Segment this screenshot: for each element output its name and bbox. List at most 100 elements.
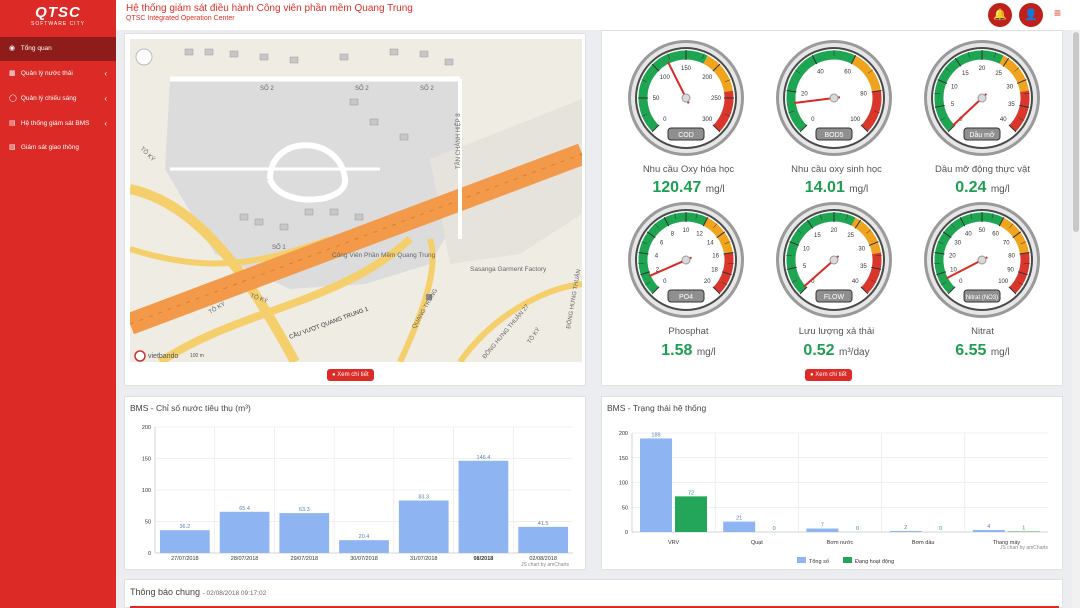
gauge-tick-label: 40 xyxy=(1000,117,1007,123)
map-detail-button[interactable]: ● Xem chi tiết xyxy=(327,369,374,381)
y-tick-label: 0 xyxy=(625,530,628,536)
gauge-number: 0.52 xyxy=(803,342,835,359)
gauge-code-label: Nitrat (NO3) xyxy=(966,295,998,301)
scrollbar-thumb[interactable] xyxy=(1073,32,1079,232)
gauge-tick xyxy=(1008,286,1017,295)
gauge-code-label: BOD5 xyxy=(824,132,843,139)
gauge-tick xyxy=(1017,281,1024,286)
x-tick-label: 31/07/2018 xyxy=(410,556,438,562)
gauge-code-plate xyxy=(815,289,853,303)
gauge-code-plate xyxy=(667,289,705,303)
gauge-label: Phosphat xyxy=(668,326,709,337)
gauge-tick-label: 60 xyxy=(844,69,851,75)
gauge-tick-label: 25 xyxy=(847,233,854,239)
sidebar-item-bms[interactable]: ▤ Hệ thống giám sát BMS ‹ xyxy=(0,112,116,136)
gauge-tick-label: 80 xyxy=(1008,253,1015,259)
map-label: Công Viên Phần Mềm Quang Trung xyxy=(332,250,436,259)
gauge-tick-label: 12 xyxy=(696,231,703,237)
gauge-hub xyxy=(829,255,839,265)
gauge-value: 120.47 mg/l xyxy=(626,179,751,197)
gauge-unit: mg/l xyxy=(990,184,1010,195)
bar-value-label: 36.2 xyxy=(179,524,190,530)
gauge-value: 0.24 mg/l xyxy=(920,179,1045,197)
gauge-tick xyxy=(1014,67,1020,72)
gauge-tick-label: 0 xyxy=(663,279,667,285)
park-map[interactable]: SỐ 2 SỐ 2 SỐ 2 SỐ 1 Công Viên Phần Mềm Q… xyxy=(130,39,582,362)
gauge-number: 14.01 xyxy=(804,179,845,196)
bar xyxy=(339,540,389,553)
menu-button[interactable]: ≡ xyxy=(1054,6,1061,20)
gauge-tick xyxy=(1018,117,1025,121)
x-tick-label: VRV xyxy=(668,540,680,546)
chevron-left-icon: ‹ xyxy=(104,69,107,78)
chevron-left-icon: ‹ xyxy=(104,119,107,128)
y-tick-label: 0 xyxy=(148,551,151,557)
notice-bar xyxy=(130,606,1059,608)
gauge-detail-button[interactable]: ● Xem chi tiết xyxy=(805,369,852,381)
notification-button[interactable]: 🔔 xyxy=(988,3,1012,27)
gauge-code-label: PO4 xyxy=(679,294,693,301)
sidebar-item-label: Quản lý nước thải xyxy=(20,70,73,77)
gauge-tick xyxy=(811,55,818,65)
bar-value-label: 65.4 xyxy=(239,506,250,512)
bar-value-label: 0 xyxy=(939,526,942,532)
chart-credit: JS chart by amCharts xyxy=(521,562,570,568)
gauge-tick xyxy=(940,281,947,286)
gauge-code-plate xyxy=(815,127,853,141)
sidebar: ◉ Tổng quan ▦ Quản lý nước thải ‹ ◯ Quản… xyxy=(0,30,116,608)
y-tick-label: 50 xyxy=(622,505,628,511)
gauge-number: 6.55 xyxy=(955,342,987,359)
water-chart[interactable]: 0 50 100 150 200 36.2 27/07/2018 65.4 28/07/2018… xyxy=(125,397,587,571)
bulb-icon: ◯ xyxy=(9,95,17,102)
gauge-unit: mg/l xyxy=(696,347,716,358)
button-label: Xem chi tiết xyxy=(337,372,369,378)
legend-swatch xyxy=(843,557,852,563)
map-zoom-control[interactable] xyxy=(135,48,153,66)
x-tick-label: Thang máy xyxy=(993,540,1021,546)
gauge-tick-label: 90 xyxy=(1007,267,1014,273)
gauge-band-green xyxy=(934,50,1004,132)
globe-icon: ◉ xyxy=(9,45,16,52)
bar xyxy=(640,438,672,532)
gauge-tick xyxy=(860,286,869,295)
user-button[interactable]: 👤 xyxy=(1019,3,1043,27)
gauge-tick xyxy=(845,213,849,220)
gauge-tick xyxy=(786,255,793,257)
qtsc-logo[interactable]: QTSC SOFTWARE CITY xyxy=(0,0,116,30)
gauge-tick xyxy=(1002,57,1010,67)
gauge-tick xyxy=(716,231,726,239)
gauge-flow: 0 5 10 15 20 25 30 35 40 FLOW xyxy=(776,202,892,318)
x-tick-label: 28/07/2018 xyxy=(231,556,259,562)
gauge-tick xyxy=(654,223,659,229)
page-scrollbar[interactable] xyxy=(1072,30,1080,608)
gauge-tick xyxy=(998,217,1005,227)
sidebar-item-overview[interactable]: ◉ Tổng quan xyxy=(0,37,116,61)
gauge-tick-label: 6 xyxy=(660,240,664,246)
map-label: SỐ 2 xyxy=(355,85,369,92)
info-icon: ● xyxy=(810,372,816,378)
gauge-tick xyxy=(724,241,731,245)
gauge-band-orange xyxy=(703,55,733,93)
bar xyxy=(398,500,449,553)
bar-value-label: 83.3 xyxy=(418,495,429,501)
sidebar-item-lighting[interactable]: ◯ Quản lý chiếu sáng ‹ xyxy=(0,87,116,111)
gauge-tick xyxy=(712,286,721,295)
gauge-tick xyxy=(674,213,677,220)
menu-icon: ≡ xyxy=(1054,6,1062,20)
map-card: SỐ 2 SỐ 2 SỐ 2 SỐ 1 Công Viên Phần Mềm Q… xyxy=(124,33,586,386)
gauge-tick xyxy=(1019,104,1030,108)
gauge-tick-label: 8 xyxy=(671,231,675,237)
map-label: TÂN CHÁNH HIỆP 8 xyxy=(454,113,462,169)
gauge-tick xyxy=(786,266,797,270)
bar xyxy=(518,526,568,553)
sidebar-item-wastewater[interactable]: ▦ Quản lý nước thải ‹ xyxy=(0,62,116,86)
sidebar-item-traffic[interactable]: ▨ Giám sát giao thông xyxy=(0,136,116,160)
gauge-number: 1.58 xyxy=(661,342,693,359)
gauge-tick-label: 40 xyxy=(817,69,824,75)
gauge-tick xyxy=(701,53,705,60)
gauge-tick xyxy=(651,286,660,295)
gauge-tick-label: 40 xyxy=(852,279,859,285)
